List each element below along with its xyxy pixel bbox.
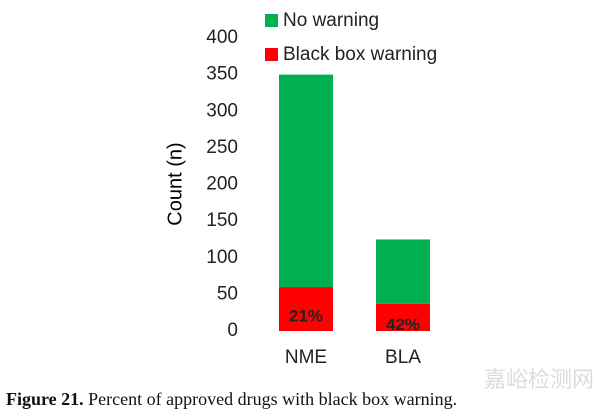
caption-label: Figure 21. [6, 389, 84, 409]
x-tick-label: BLA [385, 347, 421, 368]
bar-segment [376, 303, 430, 331]
y-tick-label: 100 [206, 247, 238, 268]
watermark: 嘉峪检测网 [484, 367, 594, 392]
y-axis-label: Count (n) [164, 142, 186, 225]
y-tick-label: 250 [206, 137, 238, 158]
annotation: 21% [289, 307, 323, 326]
bar-segment [279, 287, 333, 331]
bar-segment [279, 74, 333, 288]
annotation: 42% [386, 315, 420, 334]
y-tick-label: 350 [206, 64, 238, 85]
legend-label: Black box warning [283, 44, 437, 65]
y-tick-label: 200 [206, 174, 238, 195]
x-tick-label: NME [285, 347, 327, 368]
y-tick-label: 0 [227, 320, 238, 341]
y-tick-label: 50 [217, 283, 238, 304]
y-tick-label: 400 [206, 27, 238, 48]
caption: Figure 21. Percent of approved drugs wit… [6, 389, 457, 409]
bar-segment [376, 239, 430, 304]
legend-swatch [265, 14, 278, 27]
caption-text: Percent of approved drugs with black box… [84, 389, 457, 409]
y-tick-label: 300 [206, 100, 238, 121]
y-tick-label: 150 [206, 210, 238, 231]
legend-label: No warning [283, 10, 379, 31]
legend-swatch [265, 48, 278, 61]
